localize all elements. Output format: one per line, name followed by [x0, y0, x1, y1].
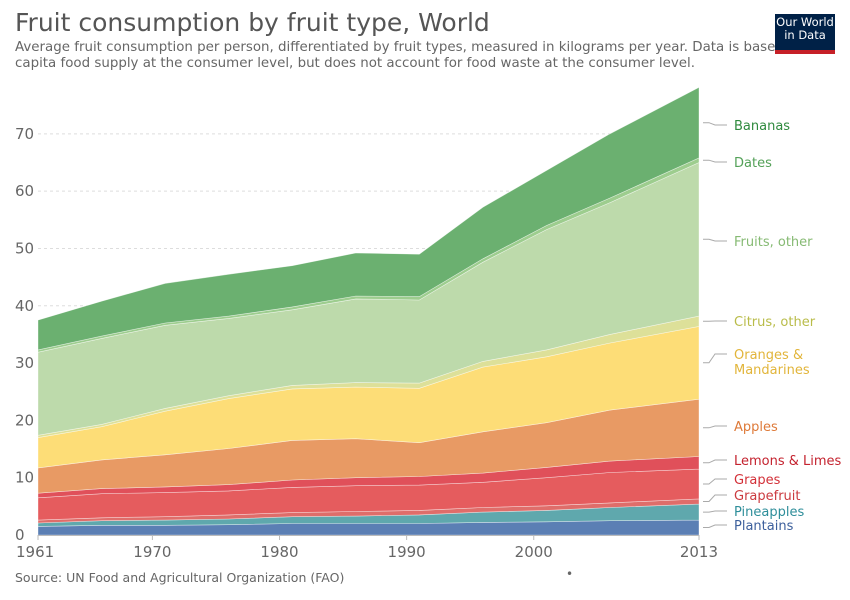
- owid-logo[interactable]: Our World in Data: [775, 14, 835, 54]
- series-label-plantains: Plantains: [734, 519, 794, 534]
- leader-line-apples: [703, 425, 727, 429]
- source-note[interactable]: Source: UN Food and Agricultural Organiz…: [15, 570, 345, 585]
- y-tick-label-70: 70: [15, 125, 34, 143]
- logo-line-2: in Data: [784, 28, 826, 42]
- series-label-oranges-line2: Mandarines: [734, 363, 810, 378]
- area-bananas: [37, 86, 700, 351]
- leader-line-oranges: [703, 353, 727, 364]
- series-label-lemons-limes: Lemons & Limes: [734, 454, 842, 469]
- logo-line-1: Our World: [776, 15, 834, 29]
- y-tick-label-20: 20: [15, 411, 34, 429]
- area-series: [37, 86, 700, 536]
- y-tick-label-60: 60: [15, 182, 34, 200]
- x-tick-label-1970: 1970: [133, 543, 171, 561]
- series-label-grapes: Grapes: [734, 473, 781, 488]
- footer-dot: •: [566, 567, 574, 581]
- chart-title: Fruit consumption by fruit type, World: [15, 8, 490, 37]
- leader-line-bananas: [703, 122, 727, 126]
- leader-line-dates: [703, 159, 727, 163]
- axes: 0 10 20 30 40 50 60 70 1961 1970 1980 1990 2000 2013: [15, 125, 718, 561]
- y-tick-label-40: 40: [15, 297, 34, 315]
- y-tick-label-10: 10: [15, 469, 34, 487]
- series-labels: Bananas Dates Fruits, other Citrus, other Or…: [703, 119, 842, 534]
- y-tick-label-30: 30: [15, 354, 34, 372]
- leader-line-fruits-other: [703, 238, 727, 242]
- series-label-oranges: Oranges &: [734, 348, 803, 363]
- series-label-citrus-other: Citrus, other: [734, 315, 816, 330]
- x-tick-label-2000: 2000: [515, 543, 553, 561]
- x-tick-label-1990: 1990: [388, 543, 426, 561]
- leader-line-plantains: [703, 524, 727, 528]
- x-tick-label-1980: 1980: [260, 543, 298, 561]
- chart-subtitle: Average fruit consumption per person, di…: [15, 40, 832, 71]
- y-tick-label-50: 50: [15, 239, 34, 257]
- series-label-pineapples: Pineapples: [734, 505, 804, 520]
- leader-line-grapefruit: [703, 494, 727, 502]
- x-tick-label-2013: 2013: [680, 543, 718, 561]
- series-label-apples: Apples: [734, 420, 778, 435]
- series-label-fruits-other: Fruits, other: [734, 235, 813, 250]
- leader-line-pineapples: [703, 510, 727, 513]
- x-tick-label-1961: 1961: [16, 543, 54, 561]
- series-label-dates: Dates: [734, 156, 772, 171]
- leader-line-grapes: [703, 478, 727, 485]
- series-label-bananas: Bananas: [734, 119, 790, 134]
- y-tick-label-0: 0: [15, 526, 25, 544]
- leader-line-lemons-limes: [703, 459, 727, 464]
- series-label-grapefruit: Grapefruit: [734, 489, 801, 504]
